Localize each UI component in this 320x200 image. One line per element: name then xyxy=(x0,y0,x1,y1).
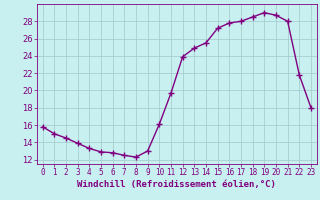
X-axis label: Windchill (Refroidissement éolien,°C): Windchill (Refroidissement éolien,°C) xyxy=(77,180,276,189)
